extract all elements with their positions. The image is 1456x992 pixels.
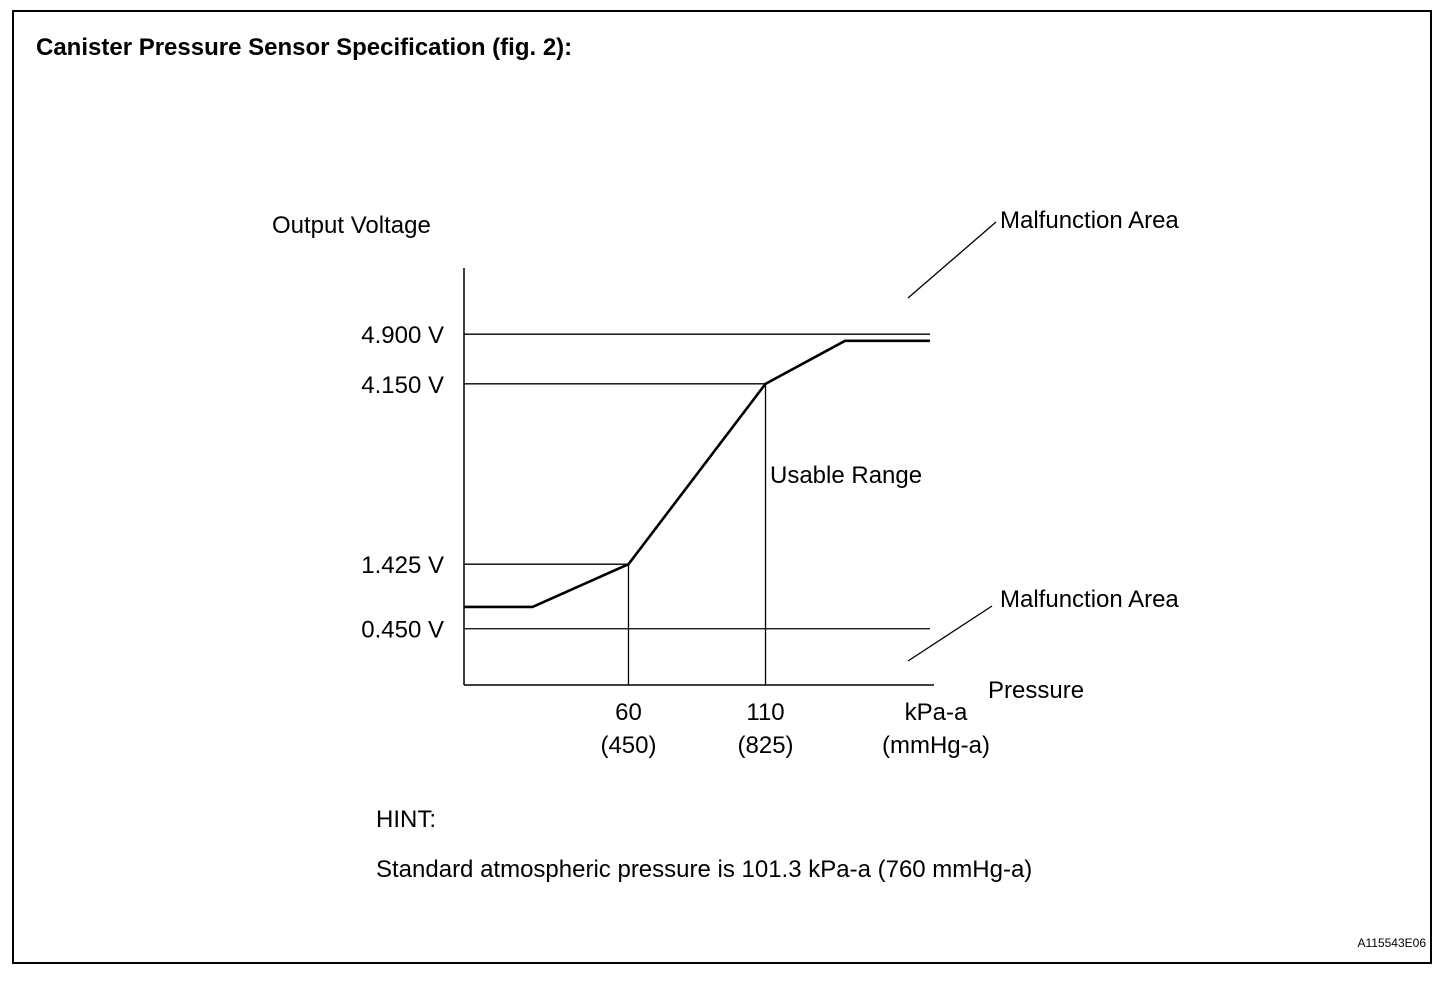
- x-tick-label: 60: [615, 699, 642, 726]
- usable-range-label: Usable Range: [770, 462, 922, 489]
- figure-frame: [12, 10, 1432, 964]
- figure-code: A115543E06: [1357, 936, 1426, 950]
- hint-label: HINT:: [376, 806, 436, 833]
- x-axis-label: Pressure: [988, 677, 1084, 704]
- figure-title: Canister Pressure Sensor Specification (…: [36, 34, 573, 61]
- x-unit-primary: kPa-a: [905, 699, 968, 726]
- hint-text: Standard atmospheric pressure is 101.3 k…: [376, 856, 1033, 883]
- y-tick-label: 1.425 V: [361, 552, 444, 579]
- malfunction-area-upper-label: Malfunction Area: [1000, 207, 1179, 234]
- y-tick-label: 4.900 V: [361, 322, 444, 349]
- malfunction-area-lower-leader: [907, 605, 993, 662]
- output-curve: [464, 339, 930, 609]
- y-tick-label: 4.150 V: [361, 372, 444, 399]
- malfunction-area-lower-label: Malfunction Area: [1000, 586, 1179, 613]
- x-tick-sublabel: (450): [600, 732, 656, 759]
- y-tick-label: 0.450 V: [361, 617, 444, 644]
- y-axis-label: Output Voltage: [272, 212, 431, 239]
- x-tick-label: 110: [746, 699, 784, 726]
- x-unit-secondary: (mmHg-a): [882, 732, 990, 759]
- x-tick-sublabel: (825): [738, 732, 794, 759]
- malfunction-area-upper-leader: [907, 221, 997, 299]
